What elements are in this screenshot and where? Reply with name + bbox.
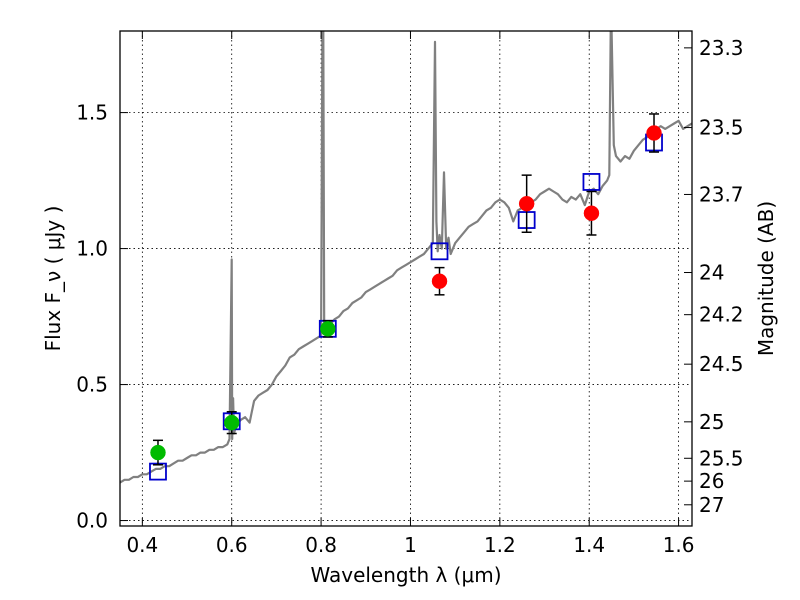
- y-tick-label: 1.5: [76, 101, 108, 125]
- plot-frame: [119, 30, 693, 527]
- right-tick-label: 24.2: [699, 303, 744, 327]
- tick-labels: 0.4 0.6 0.8 1 1.2 1.4 1.6 0.0 0.5 1.0 1.5 23.3 23.5 2…: [76, 36, 743, 557]
- right-axis-title: Magnitude (AB): [754, 201, 778, 356]
- right-tick-label: 25: [699, 410, 724, 434]
- plot-area: [120, 31, 692, 484]
- x-tick-label: 1: [404, 533, 417, 557]
- right-tick-label: 26: [699, 469, 724, 493]
- right-tick-label: 27: [699, 493, 724, 517]
- y-tick-label: 0.0: [76, 509, 108, 533]
- observed-point: [431, 273, 448, 289]
- right-tick-label: 24.5: [699, 352, 744, 376]
- right-tick-label: 24: [699, 261, 724, 285]
- x-tick-label: 0.6: [216, 533, 248, 557]
- observed-point: [223, 414, 240, 431]
- x-tick-label: 1.2: [484, 533, 516, 557]
- y-axis-title: Flux F_ν ( μJy ): [41, 206, 65, 352]
- x-tick-label: 1.4: [573, 533, 605, 557]
- model-spectrum-line: [120, 31, 692, 484]
- y-tick-label: 0.5: [76, 373, 108, 397]
- right-tick-label: 23.3: [699, 36, 744, 60]
- observed-point: [646, 125, 662, 141]
- x-tick-label: 0.4: [126, 533, 158, 557]
- axis-ticks: [120, 31, 692, 526]
- right-tick-label: 23.5: [699, 116, 744, 140]
- right-tick-label: 25.5: [699, 446, 744, 470]
- observed-point: [150, 444, 166, 461]
- observed-point: [583, 205, 600, 221]
- model-point-square: [430, 242, 449, 261]
- right-tick-label: 23.7: [699, 182, 744, 206]
- y-tick-label: 1.0: [76, 237, 108, 261]
- x-tick-label: 0.8: [305, 533, 337, 557]
- model-point-square: [582, 173, 601, 191]
- x-axis-title: Wavelength λ (μm): [310, 563, 501, 587]
- x-tick-label: 1.6: [663, 533, 695, 557]
- observed-point: [518, 195, 535, 212]
- observed-point: [320, 321, 336, 337]
